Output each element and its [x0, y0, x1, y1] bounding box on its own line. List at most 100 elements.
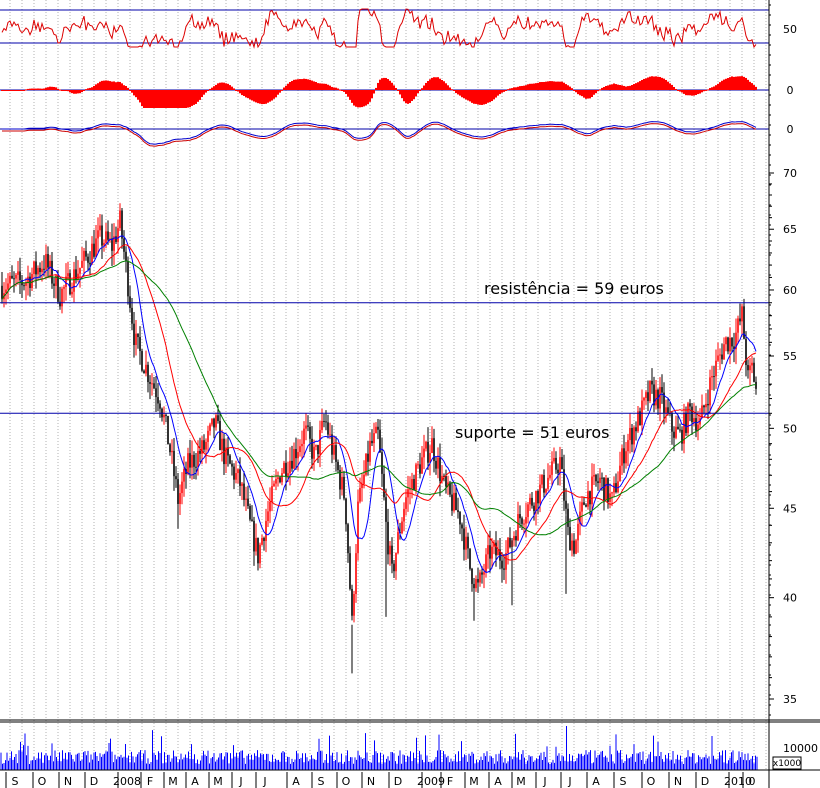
macd-bar: [479, 90, 481, 105]
macd-bar: [169, 90, 171, 108]
macd-bar: [687, 90, 689, 96]
time-label: 2010: [724, 775, 752, 788]
candle-body: [151, 383, 153, 385]
candle-body: [677, 426, 679, 430]
macd-bar: [481, 90, 483, 105]
candle-body: [171, 450, 173, 453]
macd-bar: [747, 79, 749, 90]
macd-bar: [719, 82, 721, 90]
candle-body: [411, 479, 413, 489]
candle-body: [377, 426, 379, 430]
candle-body: [93, 243, 95, 257]
macd-bar: [709, 88, 711, 90]
macd-bar: [663, 78, 665, 90]
macd-bar: [313, 81, 315, 90]
candle-body: [25, 282, 27, 286]
candle-body: [367, 453, 369, 462]
candle-body: [415, 464, 417, 491]
macd-bar: [19, 90, 21, 91]
macd-bar: [311, 80, 313, 90]
candle-body: [169, 444, 171, 453]
macd-bar: [547, 81, 549, 90]
macd-bar: [339, 89, 341, 91]
candle-body: [629, 428, 631, 441]
candle-body: [443, 475, 445, 477]
candle-body: [299, 446, 301, 453]
macd-bar: [283, 87, 285, 90]
candle-body: [653, 384, 655, 406]
macd-bar: [301, 79, 303, 90]
macd-bar: [199, 90, 201, 100]
macd-bar: [655, 76, 657, 90]
macd-bar: [105, 80, 107, 90]
candle-body: [103, 242, 105, 246]
candle-body: [215, 415, 217, 428]
volume-tick-label: 10000: [783, 742, 818, 755]
macd-bar: [131, 90, 133, 93]
candle-body: [417, 464, 419, 466]
candle-body: [595, 474, 597, 482]
macd-bar: [107, 80, 109, 90]
macd-bar: [101, 80, 103, 90]
macd-bar: [393, 85, 395, 90]
macd-bar: [69, 90, 71, 93]
macd-bar: [503, 90, 505, 92]
macd-bar: [455, 90, 457, 94]
time-label: N: [674, 775, 682, 788]
macd-bar: [253, 90, 255, 102]
candle-body: [341, 476, 343, 490]
candle-body: [251, 519, 253, 521]
macd-bar: [665, 79, 667, 90]
candle-body: [533, 505, 535, 512]
candle-body: [183, 469, 185, 482]
candle-body: [57, 275, 59, 302]
candle-body: [527, 504, 529, 518]
candle-body: [13, 278, 15, 280]
candle-body: [227, 447, 229, 456]
macd-bar: [309, 79, 311, 90]
macd-bar: [293, 79, 295, 90]
candle-body: [113, 236, 115, 251]
macd-bar: [701, 90, 703, 93]
macd-bar: [361, 90, 363, 108]
macd-bar: [513, 87, 515, 90]
macd-bar: [509, 88, 511, 90]
macd-bar: [133, 90, 135, 96]
candle-body: [571, 540, 573, 551]
candle-body: [697, 424, 699, 431]
time-label: A: [592, 775, 600, 788]
candle-body: [157, 397, 159, 404]
macd-bar: [273, 90, 275, 99]
candle-body: [667, 407, 669, 413]
macd-bar: [615, 84, 617, 90]
candle-body: [203, 440, 205, 450]
candle-body: [327, 422, 329, 435]
macd-bar: [603, 87, 605, 90]
candle-body: [715, 360, 717, 377]
candle-body: [501, 560, 503, 569]
candle-body: [739, 318, 741, 322]
macd-bar: [515, 87, 517, 90]
macd-bar: [185, 90, 187, 108]
candle-body: [49, 260, 51, 268]
macd-bar: [323, 83, 325, 90]
candle-body: [747, 365, 749, 371]
macd-bar: [237, 90, 239, 92]
candle-body: [459, 512, 461, 525]
candle-body: [335, 445, 337, 462]
price-tick-label: 55: [783, 350, 797, 363]
candle-body: [547, 477, 549, 489]
macd-bar: [623, 85, 625, 90]
candle-body: [65, 276, 67, 288]
macd-bar: [409, 90, 411, 104]
candle-body: [381, 452, 383, 474]
macd-bar: [541, 82, 543, 90]
candle-body: [593, 474, 595, 477]
candle-body: [125, 251, 127, 262]
macd-bar: [695, 90, 697, 96]
candle-body: [111, 238, 113, 251]
time-label: D: [701, 775, 709, 788]
candle-body: [689, 403, 691, 407]
macd-bar: [343, 90, 345, 92]
macd-bar: [345, 90, 347, 95]
